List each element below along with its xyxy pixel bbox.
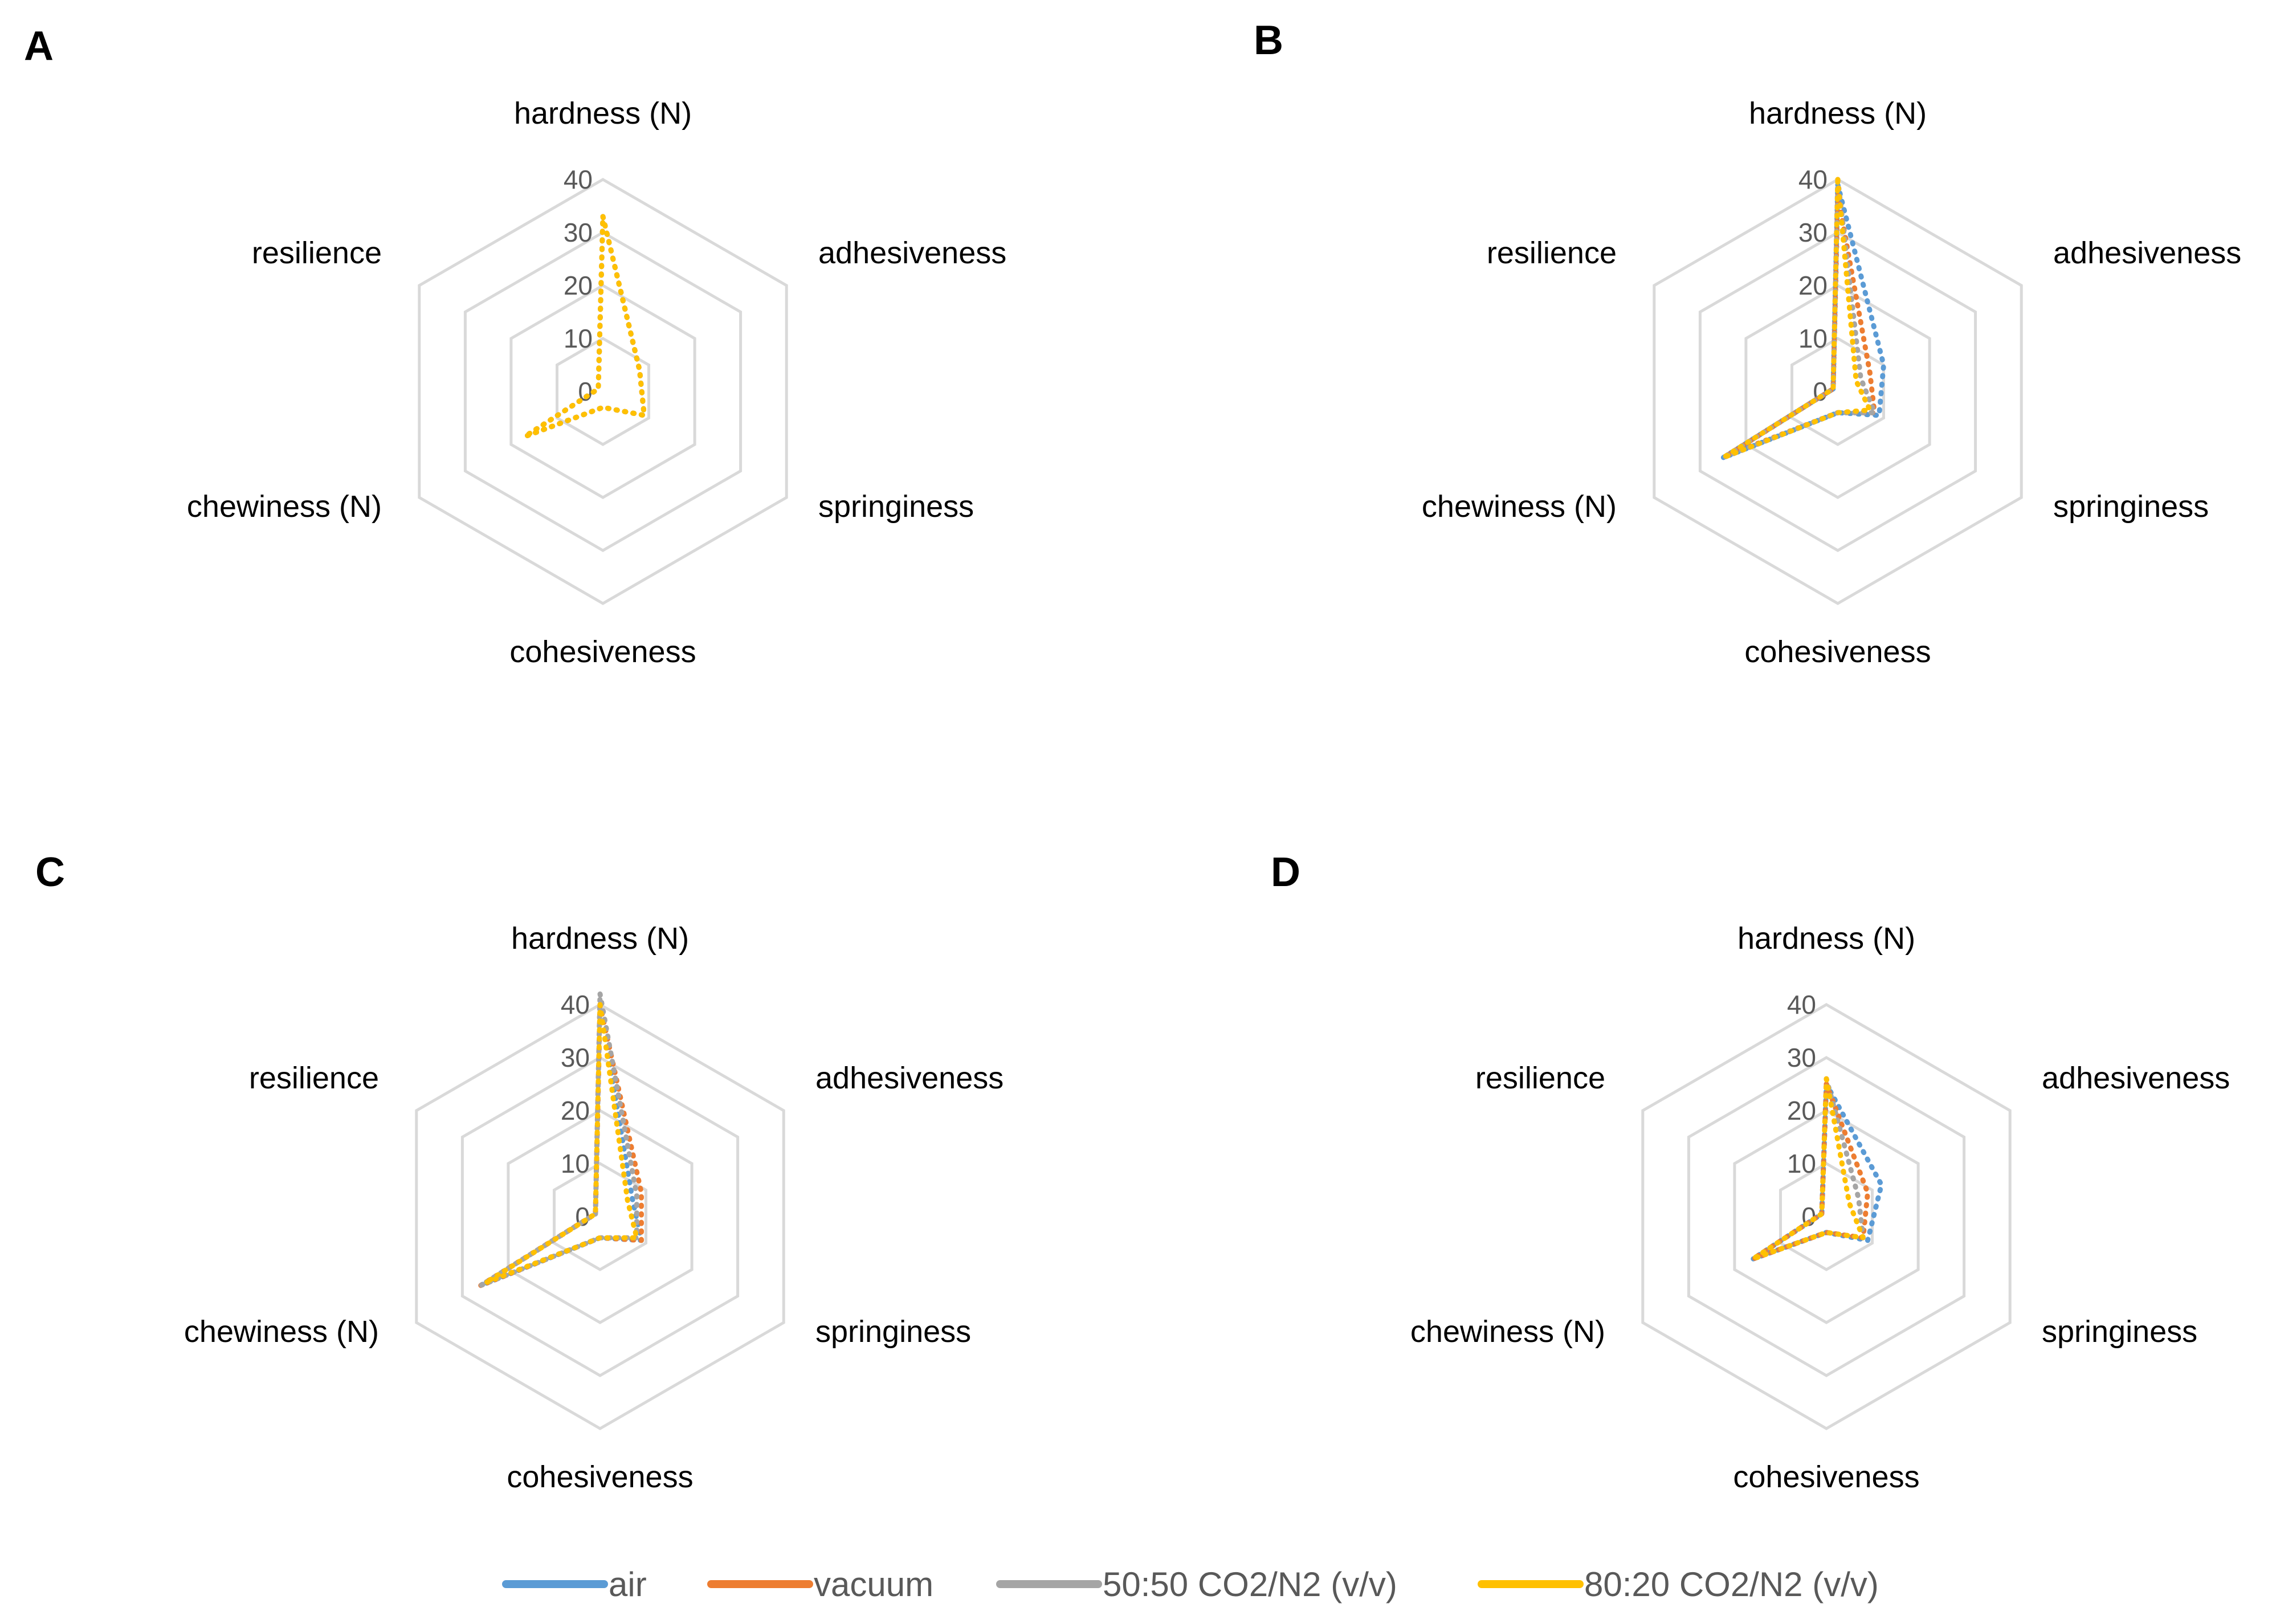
tick-label: 40	[564, 165, 593, 194]
series-80-20-co2-n2-v-v	[483, 1002, 639, 1286]
legend-label: air	[609, 1565, 647, 1603]
tick-label: 20	[564, 271, 593, 300]
grid-ring	[418, 178, 788, 605]
legend-item-80-20-co2-n2-v-v: 80:20 CO2/N2 (v/v)	[1478, 1565, 1879, 1603]
grid-ring	[1653, 178, 2023, 605]
grid-ring	[1698, 231, 1977, 552]
axis-label-hardness-n: hardness (N)	[1749, 96, 1927, 130]
tick-label: 40	[561, 990, 590, 1019]
legend-item-vacuum: vacuum	[707, 1565, 933, 1603]
grid-ring	[1779, 1162, 1874, 1271]
series-80-20-co2-n2-v-v	[522, 214, 647, 439]
grid-ring	[415, 1003, 785, 1430]
grid-ring	[1744, 284, 1931, 499]
tick-label: 10	[1798, 324, 1828, 353]
tick-label: 10	[1787, 1149, 1816, 1178]
grid-ring	[553, 1162, 647, 1271]
axis-label-cohesiveness: cohesiveness	[507, 1460, 693, 1494]
panel-letter: D	[1271, 850, 1300, 895]
grid-ring	[509, 284, 696, 499]
tick-label: 30	[561, 1043, 590, 1072]
legend-label: 80:20 CO2/N2 (v/v)	[1584, 1565, 1879, 1603]
grid-ring	[1733, 1109, 1920, 1324]
series-80-20-co2-n2-v-v	[1720, 177, 1873, 460]
grid-ring	[507, 1109, 694, 1324]
tick-label: 20	[1798, 271, 1828, 300]
axis-label-chewiness-n: chewiness (N)	[1422, 489, 1617, 524]
axis-label-hardness-n: hardness (N)	[511, 921, 689, 956]
axis-label-hardness-n: hardness (N)	[514, 96, 692, 130]
axis-label-cohesiveness: cohesiveness	[509, 635, 696, 669]
axis-label-springiness: springiness	[2053, 489, 2209, 524]
tick-label: 20	[1787, 1096, 1816, 1125]
panel-letter: A	[24, 23, 54, 69]
axis-label-chewiness-n: chewiness (N)	[184, 1315, 379, 1349]
tick-label: 30	[564, 218, 593, 247]
axis-label-resilience: resilience	[252, 236, 382, 270]
grid-ring	[460, 1056, 740, 1377]
grid-ring	[1641, 1003, 2012, 1430]
legend-label: vacuum	[814, 1565, 933, 1603]
grid-ring	[1687, 1056, 1966, 1377]
axis-label-resilience: resilience	[1487, 236, 1617, 270]
axis-label-adhesiveness: adhesiveness	[2053, 236, 2241, 270]
tick-label: 30	[1787, 1043, 1816, 1072]
legend-item-air: air	[502, 1565, 647, 1603]
axis-label-springiness: springiness	[815, 1315, 971, 1349]
grid-ring	[556, 337, 650, 446]
axis-label-chewiness-n: chewiness (N)	[1410, 1315, 1605, 1349]
axis-label-resilience: resilience	[1475, 1061, 1605, 1095]
axis-label-springiness: springiness	[818, 489, 974, 524]
axis-label-adhesiveness: adhesiveness	[818, 236, 1006, 270]
tick-label: 40	[1787, 990, 1816, 1019]
axis-label-adhesiveness: adhesiveness	[2042, 1061, 2230, 1095]
axis-label-adhesiveness: adhesiveness	[815, 1061, 1004, 1095]
tick-label: 40	[1798, 165, 1828, 194]
tick-label: 10	[561, 1149, 590, 1178]
panel-letter: B	[1254, 18, 1283, 63]
axis-label-hardness-n: hardness (N)	[1737, 921, 1915, 956]
legend-item-50-50-co2-n2-v-v: 50:50 CO2/N2 (v/v)	[996, 1565, 1397, 1603]
legend-label: 50:50 CO2/N2 (v/v)	[1103, 1565, 1397, 1603]
axis-label-cohesiveness: cohesiveness	[1733, 1460, 1919, 1494]
tick-label: 10	[564, 324, 593, 353]
tick-label: 30	[1798, 218, 1828, 247]
grid-ring	[463, 231, 743, 552]
series-80-20-co2-n2-v-v	[1750, 1076, 1866, 1262]
axis-label-resilience: resilience	[249, 1061, 379, 1095]
axis-label-chewiness-n: chewiness (N)	[187, 489, 382, 524]
tick-label: 20	[561, 1096, 590, 1125]
axis-label-cohesiveness: cohesiveness	[1744, 635, 1931, 669]
panel-letter: C	[35, 850, 65, 895]
legend: air vacuum 50:50 CO2/N2 (v/v) 80:20 CO2/N2 …	[502, 1565, 1879, 1603]
series-50-50-co2-n2-v-v	[478, 991, 639, 1288]
axis-label-springiness: springiness	[2042, 1315, 2197, 1349]
